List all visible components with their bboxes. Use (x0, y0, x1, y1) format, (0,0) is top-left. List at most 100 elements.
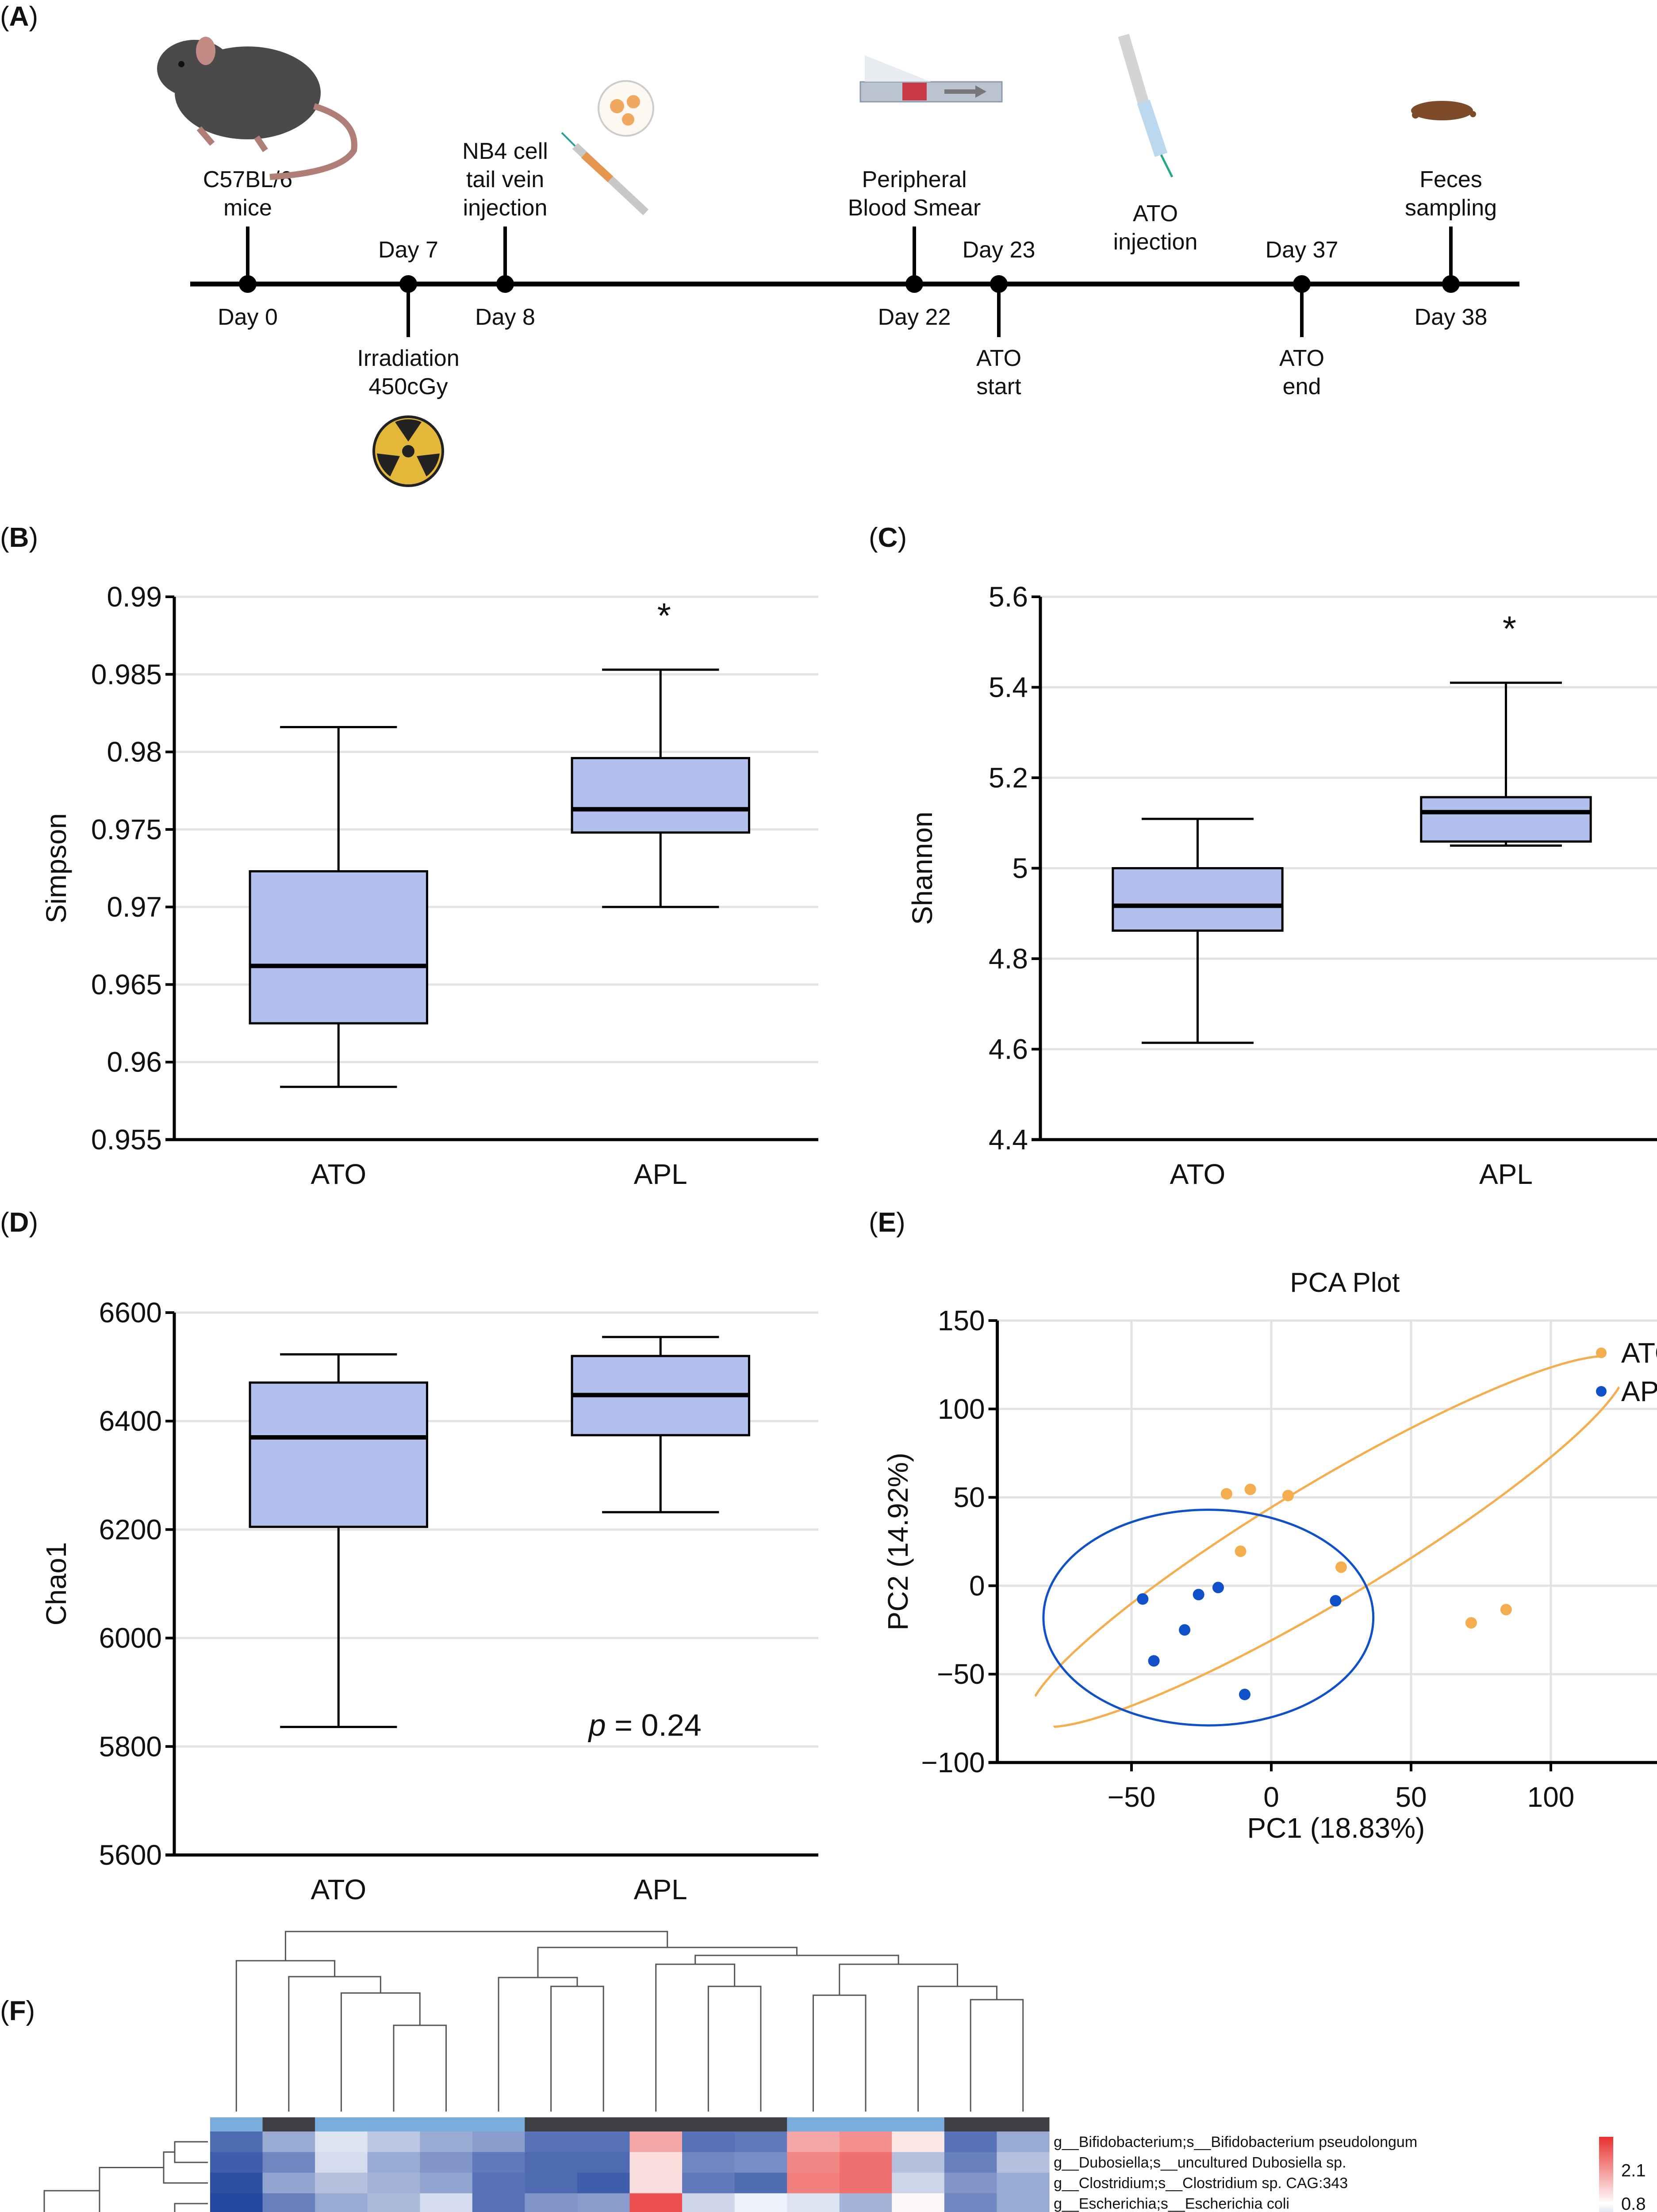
iqr-box (571, 757, 750, 834)
y-tick-label: 6400 (99, 1405, 162, 1437)
heatmap-cell (472, 2173, 525, 2194)
y-tick-label: 5800 (99, 1731, 162, 1763)
heatmap-cell (420, 2193, 473, 2212)
radiation-icon (372, 415, 444, 487)
heatmap-cell (629, 2173, 683, 2194)
heatmap-cell (997, 2152, 1050, 2173)
heatmap-cell (210, 2152, 263, 2173)
heatmap-cell (944, 2173, 997, 2194)
timeline-day-label: Day 37 (1266, 237, 1339, 263)
row-label: g__Escherichia;s__Escherichia coli (1054, 2196, 1289, 2212)
x-tick-label: APL (1479, 1158, 1533, 1190)
y-tick-label: 5.2 (989, 762, 1028, 794)
heatmap-cell (210, 2193, 263, 2212)
data-point-ato (1500, 1604, 1512, 1616)
dendrogram-branch (917, 1985, 997, 2112)
colorbar-tick-label: 2.1 (1621, 2161, 1646, 2181)
heatmap-cell (525, 2193, 578, 2212)
panel-label-a: (A) (0, 1, 38, 32)
y-axis-label: Simpson (40, 813, 72, 923)
data-point-apl (1148, 1655, 1160, 1667)
dendrogram-branch (284, 1931, 668, 1961)
box-apl (571, 668, 750, 908)
timeline-day-label: Day 0 (218, 304, 278, 330)
simpson-boxplot: 0.955 0.96 0.965 0.97 0.975 0.98 0.985 0.99 Simp… (40, 581, 818, 1190)
y-tick-label: 0.955 (91, 1124, 162, 1156)
y-tick-label: 6600 (99, 1297, 162, 1329)
data-point-apl (1330, 1595, 1342, 1607)
heatmap-cell (892, 2193, 945, 2212)
heatmap-cell (577, 2193, 630, 2212)
confidence-ellipse-apl (1042, 1509, 1375, 1727)
heatmap-cell (892, 2131, 945, 2153)
x-tick-label: ATO (311, 1874, 366, 1905)
data-point-ato (1465, 1617, 1477, 1629)
y-tick-label: 0.96 (107, 1046, 162, 1078)
box-apl (571, 1336, 750, 1513)
legend-label-ato: ATO (1621, 1337, 1657, 1369)
heatmap-cell (262, 2173, 315, 2194)
y-tick-label: 5.6 (989, 581, 1028, 613)
heatmap-cell (944, 2152, 997, 2173)
iqr-box (249, 870, 428, 1025)
row-label: g__Dubosiella;s__uncultured Dubosiella s… (1054, 2154, 1346, 2171)
dendrogram-branch (839, 1963, 959, 1995)
group-annotation-cell (944, 2117, 997, 2131)
x-tick-label: 100 (1527, 1781, 1575, 1813)
group-annotation-cell (367, 2117, 420, 2131)
heatmap-cell (734, 2131, 787, 2153)
y-tick-label: 5.4 (989, 672, 1028, 703)
heatmap-cell (892, 2152, 945, 2173)
heatmap-cell (577, 2131, 630, 2153)
heatmap-cell (525, 2131, 578, 2153)
syringe-icon (1118, 34, 1174, 178)
heatmap-cell (787, 2193, 840, 2212)
timeline-day-label: Day 7 (378, 237, 438, 263)
blood-smear-slide-icon (859, 55, 1003, 103)
timeline-event-label: end (1283, 374, 1321, 399)
group-annotation-cell (787, 2117, 840, 2131)
timeline-day-label: Day 38 (1415, 304, 1488, 330)
y-tick-label: 4.8 (989, 943, 1028, 975)
heatmap-cell (367, 2152, 420, 2173)
heatmap-cell (367, 2173, 420, 2194)
heatmap-cell (315, 2173, 368, 2194)
heatmap-cell (997, 2131, 1050, 2153)
y-tick-label: 6000 (99, 1622, 162, 1654)
y-tick-label: 4.4 (989, 1124, 1028, 1156)
heatmap-cell (787, 2152, 840, 2173)
heatmap-cell (839, 2193, 892, 2212)
row-dendrogram (43, 2141, 208, 2212)
row-label: g__Bifidobacterium;s__Bifidobacterium ps… (1054, 2134, 1417, 2151)
y-tick-label: 5 (1012, 853, 1028, 884)
y-tick-label: 6200 (99, 1513, 162, 1545)
y-tick-label: 0.98 (107, 736, 162, 768)
heatmap-cell (420, 2152, 473, 2173)
timeline-event-label: sampling (1405, 195, 1497, 221)
group-annotation-cell (734, 2117, 787, 2131)
timeline-event-label: Peripheral (862, 167, 967, 192)
y-axis-label: Chao1 (40, 1542, 72, 1626)
timeline-event-label: injection (463, 195, 548, 221)
group-annotation-cell (892, 2117, 945, 2131)
data-point-ato (1282, 1490, 1294, 1502)
y-tick-label: 0.965 (91, 968, 162, 1000)
heatmap-cell (210, 2173, 263, 2194)
group-annotation-cell (315, 2117, 368, 2131)
box-ato (1112, 818, 1284, 1044)
heatmap-cell (525, 2152, 578, 2173)
box-ato (249, 726, 428, 1088)
timeline-event-label: 450cGy (368, 374, 448, 399)
dendrogram-branch (163, 2151, 208, 2184)
heatmap-cell (315, 2193, 368, 2212)
group-annotation-cell (629, 2117, 683, 2131)
data-point-apl (1193, 1589, 1204, 1601)
dendrogram-branch (812, 1994, 867, 2112)
data-point-ato (1244, 1483, 1256, 1495)
y-tick-label: −100 (921, 1747, 985, 1778)
heatmap-cell (944, 2193, 997, 2212)
heatmap-cell (682, 2131, 735, 2153)
dendrogram-branch (288, 1976, 381, 2112)
heatmap-cell (787, 2173, 840, 2194)
